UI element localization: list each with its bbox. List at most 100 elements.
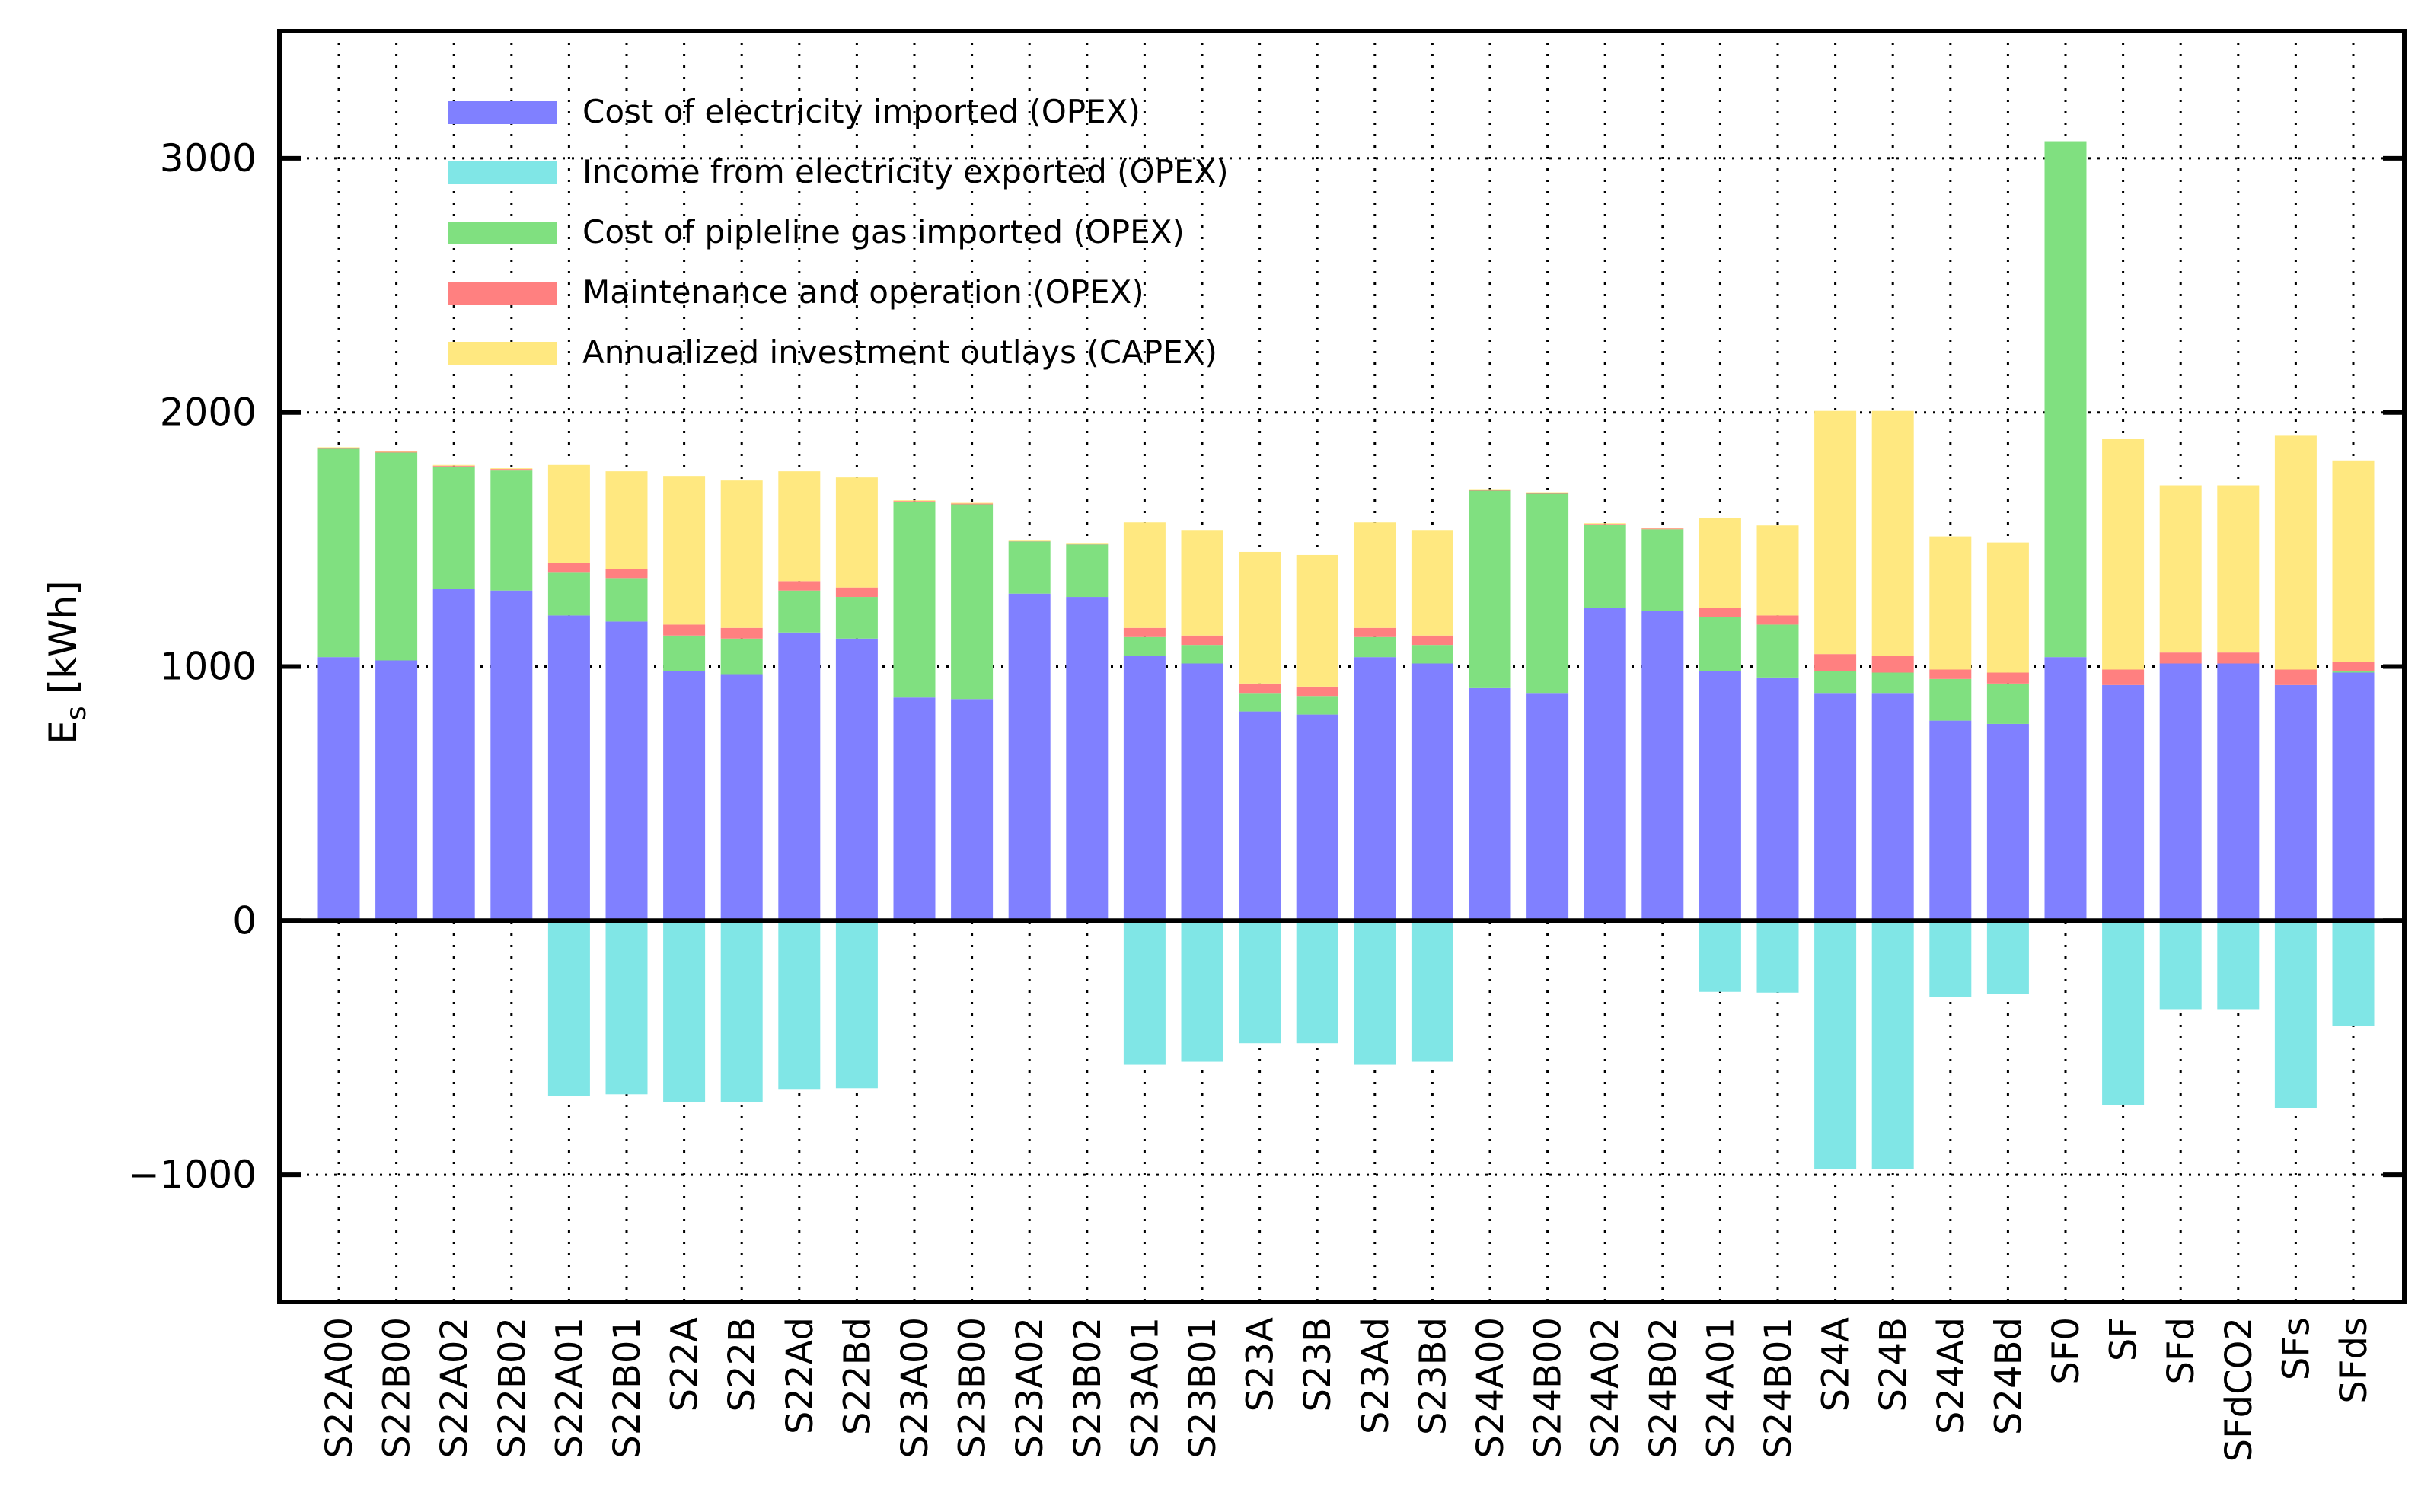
bar-gas-import bbox=[1239, 693, 1281, 712]
bar-maintenance bbox=[1239, 683, 1281, 694]
bar-electricity-export bbox=[2274, 920, 2317, 1108]
bar-electricity-export bbox=[1756, 920, 1799, 993]
bar-maintenance bbox=[951, 503, 994, 505]
bar-electricity-export bbox=[2102, 920, 2145, 1105]
bar-electricity-export bbox=[2332, 920, 2375, 1026]
bar-maintenance bbox=[1641, 528, 1684, 530]
bar-capex bbox=[1296, 554, 1338, 687]
bar-gas-import bbox=[1354, 636, 1396, 658]
bar-maintenance bbox=[1929, 669, 1972, 679]
bar-capex bbox=[1411, 530, 1453, 636]
bar-electricity-import bbox=[1123, 656, 1166, 921]
y-tick-label: 0 bbox=[232, 898, 257, 943]
x-tick-label: S23B00 bbox=[952, 1317, 994, 1459]
bar-gas-import bbox=[1584, 525, 1626, 608]
bar-gas-import bbox=[778, 590, 821, 633]
bar-capex bbox=[951, 502, 994, 504]
bar-electricity-import bbox=[2102, 684, 2145, 921]
bar-electricity-import bbox=[663, 671, 706, 921]
bar-electricity-export bbox=[1699, 920, 1741, 992]
bar-maintenance bbox=[778, 581, 821, 591]
bar-capex bbox=[1239, 551, 1281, 684]
legend-label: Annualized investment outlays (CAPEX) bbox=[582, 333, 1217, 371]
legend-label: Cost of electricity imported (OPEX) bbox=[582, 93, 1140, 130]
bar-electricity-import bbox=[835, 638, 878, 921]
bar-gas-import bbox=[720, 638, 763, 675]
legend-label: Income from electricity exported (OPEX) bbox=[582, 153, 1229, 190]
bar-maintenance bbox=[1296, 686, 1338, 697]
bar-gas-import bbox=[1871, 672, 1914, 694]
x-tick-label: S23Ad bbox=[1354, 1317, 1397, 1434]
x-tick-label: SF bbox=[2103, 1317, 2145, 1361]
bar-maintenance bbox=[1986, 672, 2029, 684]
bar-maintenance bbox=[1526, 493, 1569, 494]
y-tick-label: 1000 bbox=[160, 645, 257, 689]
bar-capex bbox=[317, 447, 360, 448]
bar-gas-import bbox=[1699, 617, 1741, 671]
bar-electricity-import bbox=[317, 657, 360, 921]
bar-electricity-import bbox=[1929, 720, 1972, 921]
bar-electricity-import bbox=[951, 699, 994, 921]
bar-capex bbox=[663, 476, 706, 625]
y-tick-label: 3000 bbox=[160, 136, 257, 180]
x-tick-label: S23B01 bbox=[1182, 1317, 1224, 1459]
bar-electricity-import bbox=[1526, 693, 1569, 921]
x-tick-label: SFd bbox=[2160, 1317, 2203, 1385]
bar-electricity-import bbox=[1181, 663, 1223, 921]
bar-capex bbox=[1871, 410, 1914, 656]
bar-maintenance bbox=[1411, 635, 1453, 646]
bar-capex bbox=[2274, 435, 2317, 670]
x-tick-label: SFs bbox=[2275, 1317, 2318, 1380]
x-tick-label: S24A02 bbox=[1584, 1317, 1627, 1458]
bar-capex bbox=[1008, 540, 1051, 541]
bar-gas-import bbox=[1814, 671, 1857, 694]
bar-gas-import bbox=[2332, 671, 2375, 673]
bar-electricity-export bbox=[1814, 920, 1857, 1169]
y-axis-label: Es [kWh] bbox=[41, 580, 92, 744]
bar-gas-import bbox=[1181, 645, 1223, 664]
bar-electricity-import bbox=[893, 697, 936, 921]
bar-electricity-import bbox=[2217, 663, 2260, 921]
x-tick-label: S24B01 bbox=[1757, 1317, 1800, 1459]
bar-capex bbox=[605, 471, 648, 569]
x-tick-label: S24B00 bbox=[1527, 1317, 1570, 1459]
bar-maintenance bbox=[835, 587, 878, 598]
x-tick-label: S23A01 bbox=[1124, 1317, 1166, 1458]
x-tick-label: S24B bbox=[1872, 1317, 1915, 1412]
x-tick-label: SFdCO2 bbox=[2218, 1317, 2260, 1462]
bar-gas-import bbox=[490, 470, 533, 591]
bar-capex bbox=[1814, 410, 1857, 655]
x-tick-label: S22B01 bbox=[606, 1317, 649, 1459]
bar-electricity-import bbox=[1756, 677, 1799, 921]
x-tick-label: S23B02 bbox=[1067, 1317, 1109, 1459]
bar-gas-import bbox=[1469, 490, 1511, 688]
bar-capex bbox=[1929, 536, 1972, 670]
x-tick-label: S24Ad bbox=[1930, 1317, 1973, 1434]
bar-capex bbox=[893, 500, 936, 502]
x-tick-label: S24Bd bbox=[1987, 1317, 2030, 1435]
bar-maintenance bbox=[605, 569, 648, 579]
x-tick-label: S23Bd bbox=[1412, 1317, 1454, 1435]
bar-gas-import bbox=[1929, 678, 1972, 721]
bar-capex bbox=[1354, 522, 1396, 628]
bar-maintenance bbox=[663, 624, 706, 636]
bar-gas-import bbox=[1756, 624, 1799, 678]
bar-electricity-export bbox=[1123, 920, 1166, 1065]
bar-maintenance bbox=[1181, 635, 1223, 646]
bar-maintenance bbox=[2217, 652, 2260, 664]
bar-electricity-import bbox=[720, 674, 763, 921]
bar-gas-import bbox=[2044, 141, 2087, 658]
bar-electricity-import bbox=[2044, 657, 2087, 921]
bar-electricity-export bbox=[1929, 920, 1972, 997]
bar-capex bbox=[547, 464, 590, 563]
bar-electricity-export bbox=[1296, 920, 1338, 1044]
bar-electricity-export bbox=[1986, 920, 2029, 994]
bar-electricity-import bbox=[1814, 693, 1857, 921]
bar-capex bbox=[2217, 485, 2260, 653]
bar-electricity-export bbox=[1354, 920, 1396, 1065]
bar-capex bbox=[2102, 439, 2145, 670]
bar-gas-import bbox=[1123, 636, 1166, 656]
bar-electricity-import bbox=[1008, 593, 1051, 921]
bar-electricity-import bbox=[1411, 663, 1453, 921]
axes: −1000 0 1000 2000 3000 S22A00 S22B00 S22A02 S22B… bbox=[128, 29, 2407, 1462]
